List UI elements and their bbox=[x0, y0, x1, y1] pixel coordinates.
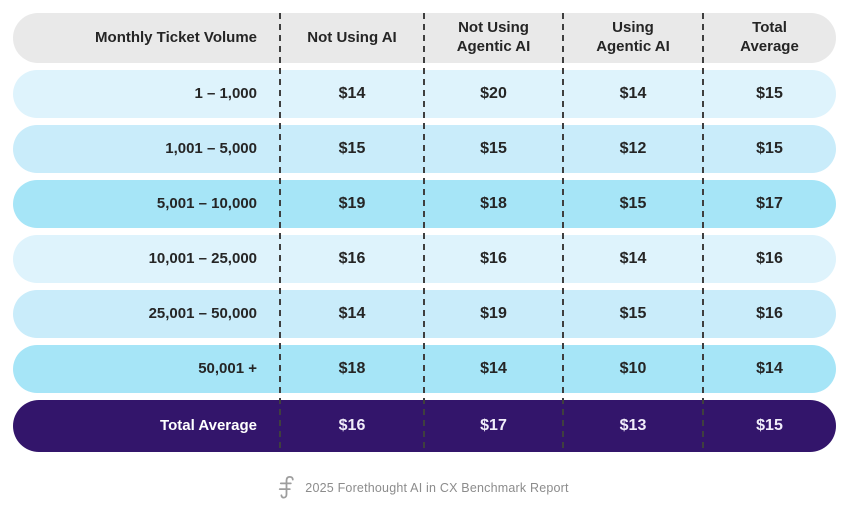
value-cell: $14 bbox=[338, 305, 366, 322]
ticket-volume-cost-table: Monthly Ticket Volume Not Using AI Not U… bbox=[13, 13, 836, 452]
table-row: 50,001 + $18 $14 $10 $14 bbox=[13, 345, 836, 393]
footer-caption: 2025 Forethought AI in CX Benchmark Repo… bbox=[305, 480, 569, 495]
row-label: 25,001 – 50,000 bbox=[148, 304, 257, 322]
footer: 2025 Forethought AI in CX Benchmark Repo… bbox=[0, 475, 846, 500]
value-cell: $15 bbox=[619, 305, 647, 322]
value-cell: $15 bbox=[619, 195, 647, 212]
value-cell: $16 bbox=[756, 305, 783, 322]
value-cell: $17 bbox=[756, 195, 783, 212]
column-header-total-average: Total Average bbox=[740, 19, 799, 55]
row-label: 5,001 – 10,000 bbox=[156, 194, 257, 212]
value-cell: $12 bbox=[619, 140, 647, 157]
value-cell: $16 bbox=[338, 250, 366, 267]
value-cell: $19 bbox=[338, 195, 366, 212]
value-cell: $14 bbox=[619, 250, 647, 267]
row-label: 50,001 + bbox=[198, 359, 257, 377]
column-header-monthly-ticket-volume: Monthly Ticket Volume bbox=[95, 28, 257, 46]
value-cell: $19 bbox=[480, 305, 507, 322]
value-cell: $18 bbox=[480, 195, 507, 212]
value-cell: $14 bbox=[480, 360, 507, 377]
table-row: 25,001 – 50,000 $14 $19 $15 $16 bbox=[13, 290, 836, 338]
value-cell: $15 bbox=[756, 140, 783, 157]
value-cell: $14 bbox=[619, 85, 647, 102]
total-average-row: Total Average $16 $17 $13 $15 bbox=[13, 400, 836, 452]
value-cell: $15 bbox=[480, 140, 507, 157]
total-value-total-average: $15 bbox=[756, 417, 783, 434]
column-header-not-using-ai: Not Using AI bbox=[307, 28, 397, 46]
total-value-not-using-ai: $16 bbox=[338, 417, 366, 434]
value-cell: $14 bbox=[338, 85, 366, 102]
header-row: Monthly Ticket Volume Not Using AI Not U… bbox=[13, 13, 836, 63]
table-row: 1 – 1,000 $14 $20 $14 $15 bbox=[13, 70, 836, 118]
row-label: 10,001 – 25,000 bbox=[148, 249, 257, 267]
value-cell: $10 bbox=[619, 360, 647, 377]
column-header-not-using-agentic-ai: Not Using Agentic AI bbox=[456, 19, 531, 55]
value-cell: $15 bbox=[756, 85, 783, 102]
value-cell: $14 bbox=[756, 360, 783, 377]
forethought-logo-icon bbox=[279, 476, 294, 499]
total-value-using-agentic-ai: $13 bbox=[619, 417, 647, 434]
row-label: 1,001 – 5,000 bbox=[165, 139, 257, 157]
value-cell: $16 bbox=[480, 250, 507, 267]
table-row: 1,001 – 5,000 $15 $15 $12 $15 bbox=[13, 125, 836, 173]
total-row-label: Total Average bbox=[160, 416, 257, 434]
value-cell: $15 bbox=[338, 140, 366, 157]
table-row: 5,001 – 10,000 $19 $18 $15 $17 bbox=[13, 180, 836, 228]
value-cell: $20 bbox=[480, 85, 507, 102]
row-label: 1 – 1,000 bbox=[194, 84, 257, 102]
table-row: 10,001 – 25,000 $16 $16 $14 $16 bbox=[13, 235, 836, 283]
column-header-using-agentic-ai: Using Agentic AI bbox=[596, 19, 670, 55]
total-value-not-using-agentic-ai: $17 bbox=[480, 417, 507, 434]
value-cell: $18 bbox=[338, 360, 366, 377]
value-cell: $16 bbox=[756, 250, 783, 267]
